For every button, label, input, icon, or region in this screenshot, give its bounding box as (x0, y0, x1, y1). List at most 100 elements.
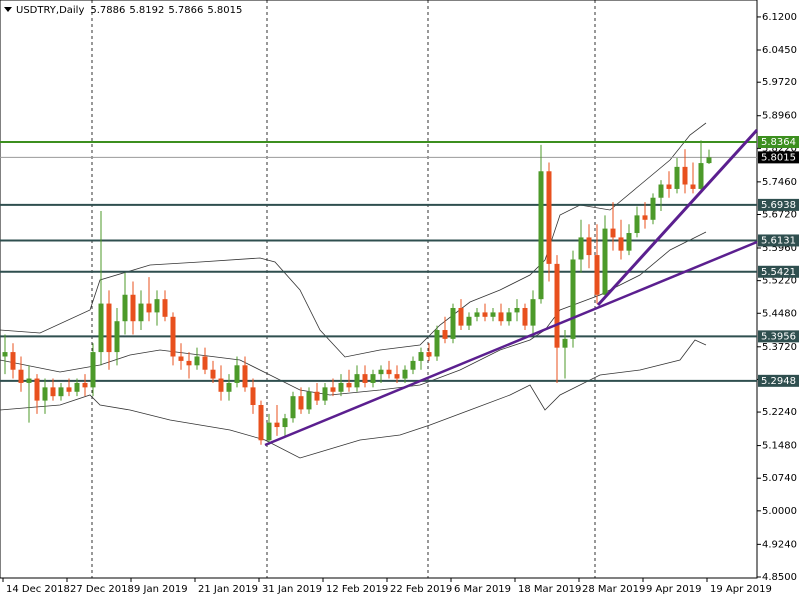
y-tick-label: 5.6720 (762, 209, 797, 220)
candle-body (298, 396, 304, 410)
y-tick-label: 5.8220 (762, 143, 797, 154)
candle-body (554, 263, 560, 348)
candle-body (426, 352, 432, 357)
candle-body (618, 237, 624, 251)
level-label-box (758, 234, 799, 247)
candle-body (194, 356, 200, 366)
candle-body (42, 387, 48, 401)
level-label-box (758, 198, 799, 211)
candle-body (226, 382, 232, 392)
x-tick-label: 9 Jan 2019 (134, 584, 188, 595)
bollinger-bands (0, 122, 707, 459)
candle-body (642, 215, 648, 220)
x-tick-label: 14 Dec 2018 (6, 584, 70, 595)
level-label: 5.6938 (761, 200, 796, 211)
y-tick-label: 5.8960 (762, 111, 797, 122)
band-lower (0, 339, 707, 459)
y-tick-label: 5.0740 (762, 473, 797, 484)
candle-body (394, 374, 400, 379)
candle-body (338, 382, 344, 392)
y-tick-label: 6.0450 (762, 45, 797, 56)
x-tick-label: 27 Dec 2018 (70, 584, 134, 595)
candle-body (522, 307, 528, 326)
menu-arrow[interactable] (4, 7, 12, 12)
candle-body (674, 166, 680, 189)
candle-body (538, 171, 544, 300)
candle-body (74, 382, 80, 392)
candle-body (402, 369, 408, 379)
candle-body (458, 307, 464, 326)
candle-body (122, 294, 128, 322)
last-price-box (758, 151, 799, 164)
y-tick-label: 5.4480 (762, 308, 797, 319)
candle-body (378, 369, 384, 375)
candle-body (178, 356, 184, 361)
candle-body (26, 378, 32, 383)
close-value: 5.8015 (207, 5, 242, 16)
level-label: 5.2948 (761, 376, 796, 387)
x-tick-label: 6 Mar 2019 (454, 584, 511, 595)
candle-body (282, 418, 288, 428)
price-axis: 6.1200 6.0450 5.9720 5.8960 5.8220 5.7460 5.67… (2, 12, 799, 595)
candle-body (602, 228, 608, 295)
candle-body (170, 316, 176, 357)
x-tick-label: 21 Jan 2019 (198, 584, 258, 595)
y-tick-label: 5.9720 (762, 77, 797, 88)
candle-body (314, 391, 320, 401)
y-tick-label: 5.5220 (762, 276, 797, 287)
x-tick-label: 22 Feb 2019 (390, 584, 452, 595)
candle-body (186, 360, 192, 366)
x-tick-label: 31 Jan 2019 (262, 584, 322, 595)
last-price-label: 5.8015 (761, 152, 796, 163)
candle-body (98, 303, 104, 353)
candle-body (146, 303, 152, 313)
candle-body (34, 378, 40, 401)
candle-body (258, 405, 264, 441)
candle-body (626, 233, 632, 251)
level-label: 5.6131 (761, 235, 796, 246)
y-tick-label: 5.7460 (762, 177, 797, 188)
candle-body (530, 299, 536, 326)
level-label-box (758, 265, 799, 278)
level-label: 5.5421 (761, 267, 796, 278)
candle-body (58, 387, 64, 397)
high-value: 5.8192 (129, 5, 164, 16)
y-tick-label: 4.8500 (762, 572, 797, 583)
candle-body (162, 299, 168, 317)
candle-body (202, 356, 208, 370)
candle-body (498, 312, 504, 322)
level-label: 5.3956 (761, 331, 796, 342)
plot-frame (0, 0, 758, 579)
candle-body (290, 396, 296, 419)
candle-body (90, 352, 96, 388)
x-tick-label: 9 Apr 2019 (646, 584, 701, 595)
candle-body (706, 157, 712, 164)
candle-body (274, 422, 280, 428)
candle-body (506, 312, 512, 322)
candle-body (386, 369, 392, 375)
candle-body (634, 215, 640, 234)
candle-body (698, 163, 704, 189)
y-tick-label: 5.1480 (762, 441, 797, 452)
candle-body (434, 330, 440, 357)
candle-body (666, 184, 672, 189)
candle-body (690, 184, 696, 189)
candle-body (266, 422, 272, 441)
candle-body (610, 228, 616, 238)
x-tick-label: 19 Apr 2019 (710, 584, 772, 595)
candle-body (546, 171, 552, 264)
y-tick-label: 5.5960 (762, 243, 797, 254)
candle-body (154, 299, 160, 313)
separators (91, 0, 596, 578)
candle-body (138, 303, 144, 322)
candle-body (418, 352, 424, 361)
candle-body (130, 294, 136, 322)
y-tick-label: 4.9240 (762, 539, 797, 550)
candle-body (362, 374, 368, 383)
candle-body (450, 307, 456, 339)
candle-body (410, 360, 416, 370)
candle-body (346, 382, 352, 388)
candle-body (18, 369, 24, 383)
candle-body (658, 184, 664, 198)
